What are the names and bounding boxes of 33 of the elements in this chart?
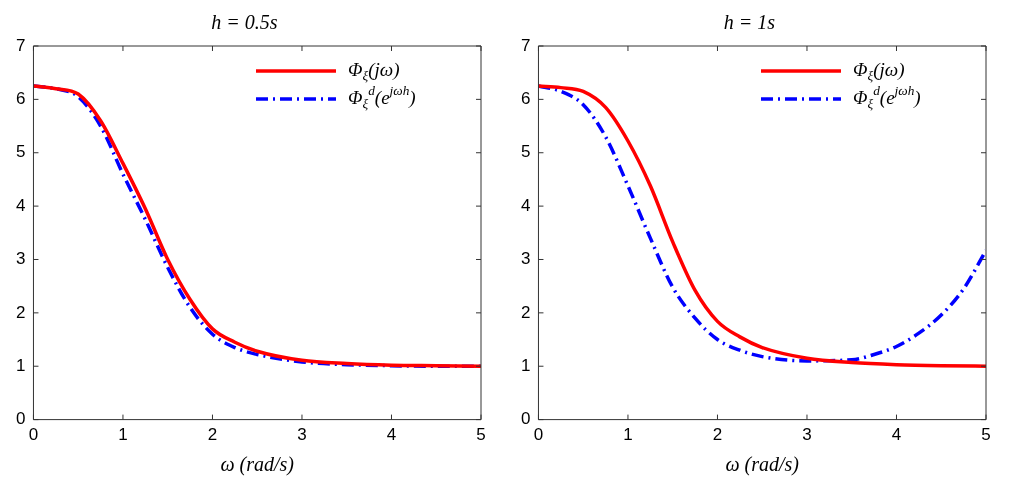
y-tick-label: 1 — [520, 355, 531, 375]
y-tick-label: 0 — [15, 409, 26, 429]
y-tick-label: 2 — [15, 302, 26, 322]
x-tick-label: 5 — [981, 425, 991, 445]
line-series — [33, 84, 481, 368]
x-tick-label: 3 — [297, 425, 307, 445]
y-tick-label: 6 — [15, 89, 26, 109]
chart-title: h = 0.5s — [211, 11, 278, 34]
x-tick-label: 1 — [118, 425, 128, 445]
x-tick-label: 3 — [802, 425, 812, 445]
y-tick-label: 4 — [15, 195, 26, 215]
y-tick-label: 7 — [15, 35, 26, 55]
y-tick-label: 7 — [520, 35, 531, 55]
x-axis-title: ω (rad/s) — [725, 453, 800, 477]
y-tick-label: 2 — [520, 302, 531, 322]
x-tick-label: 2 — [207, 425, 218, 445]
x-tick-label: 1 — [623, 425, 633, 445]
chart-title: h = 1s — [723, 11, 776, 34]
y-tick-label: 3 — [520, 249, 531, 269]
y-tick-label: 0 — [520, 409, 531, 429]
y-tick-label: 1 — [15, 355, 26, 375]
y-tick-label: 5 — [520, 142, 531, 162]
x-tick-label: 4 — [386, 425, 397, 445]
y-tick-label: 4 — [520, 195, 531, 215]
x-tick-label: 5 — [476, 425, 486, 445]
x-tick-label: 2 — [712, 425, 723, 445]
x-tick-label: 0 — [28, 425, 39, 445]
y-tick-label: 5 — [15, 142, 26, 162]
y-tick-label: 6 — [520, 89, 531, 109]
x-axis-title: ω (rad/s) — [220, 453, 295, 477]
x-tick-label: 4 — [891, 425, 902, 445]
y-tick-label: 3 — [15, 249, 26, 269]
x-tick-label: 0 — [533, 425, 544, 445]
